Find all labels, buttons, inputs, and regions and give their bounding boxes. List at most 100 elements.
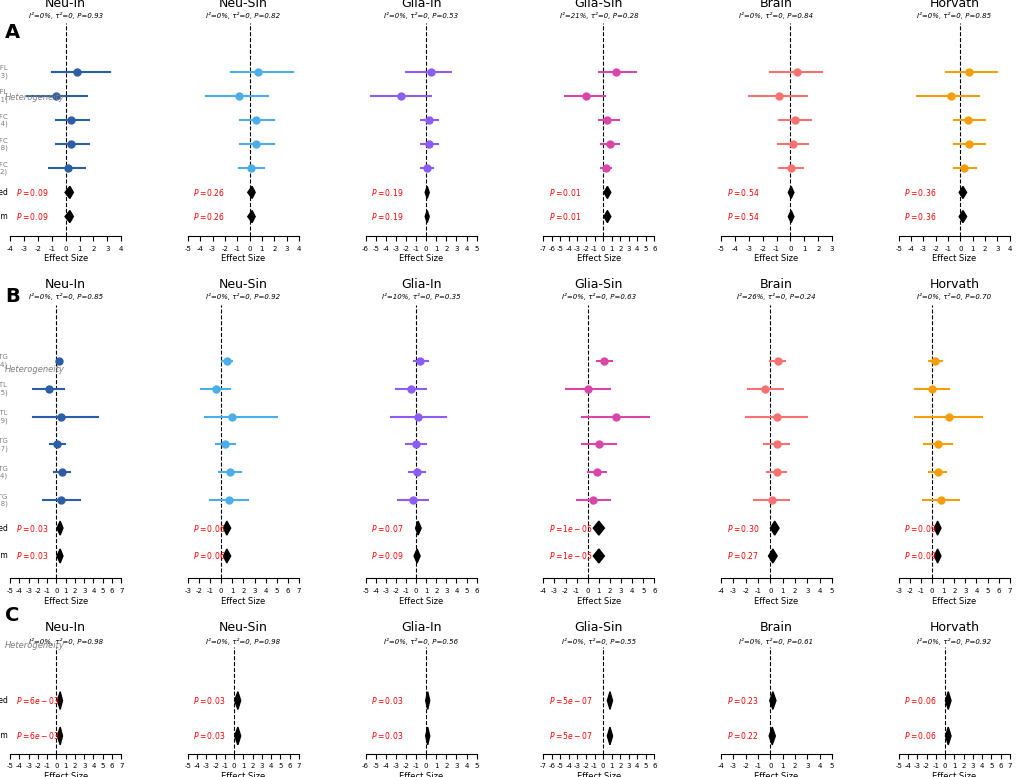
Text: $\it{P=0.06}$: $\it{P=0.06}$ bbox=[194, 523, 225, 534]
Text: Fixed: Fixed bbox=[0, 696, 8, 705]
Text: $\it{P=0.09}$: $\it{P=0.09}$ bbox=[904, 523, 935, 534]
X-axis label: Effect Size: Effect Size bbox=[931, 254, 975, 263]
Title: Neu-In: Neu-In bbox=[45, 621, 87, 634]
Text: I²=0%, τ²=0, P=0.53: I²=0%, τ²=0, P=0.53 bbox=[384, 12, 458, 19]
Polygon shape bbox=[57, 521, 63, 535]
Text: $\it{P=0.06}$: $\it{P=0.06}$ bbox=[904, 695, 935, 706]
Polygon shape bbox=[606, 692, 612, 709]
Polygon shape bbox=[223, 549, 230, 563]
Text: Horvath_FL
(n=41): Horvath_FL (n=41) bbox=[0, 89, 8, 103]
X-axis label: Effect Size: Effect Size bbox=[221, 597, 265, 606]
Polygon shape bbox=[57, 549, 63, 563]
Text: Horvath_TL
(n=29): Horvath_TL (n=29) bbox=[0, 409, 8, 423]
Text: I²=0%, τ²=0, P=0.98: I²=0%, τ²=0, P=0.98 bbox=[29, 638, 103, 645]
X-axis label: Effect Size: Effect Size bbox=[398, 597, 443, 606]
X-axis label: Effect Size: Effect Size bbox=[931, 772, 975, 777]
Polygon shape bbox=[958, 186, 966, 198]
Text: Smith_PFC
(n=142): Smith_PFC (n=142) bbox=[0, 161, 8, 176]
Text: Gasparoni_TL
(n=65): Gasparoni_TL (n=65) bbox=[0, 382, 8, 395]
X-axis label: Effect Size: Effect Size bbox=[754, 772, 798, 777]
Text: $\it{P=0.26}$: $\it{P=0.26}$ bbox=[194, 211, 225, 222]
Text: $\it{P=0.03}$: $\it{P=0.03}$ bbox=[194, 695, 225, 706]
Polygon shape bbox=[593, 521, 604, 535]
X-axis label: Effect Size: Effect Size bbox=[398, 254, 443, 263]
Polygon shape bbox=[425, 186, 429, 198]
Text: $\it{P=0.23}$: $\it{P=0.23}$ bbox=[726, 695, 758, 706]
Text: I²=0%, τ²=0, P=0.92: I²=0%, τ²=0, P=0.92 bbox=[916, 638, 990, 645]
X-axis label: Effect Size: Effect Size bbox=[221, 254, 265, 263]
Text: I²=0%, τ²=0, P=0.85: I²=0%, τ²=0, P=0.85 bbox=[29, 292, 103, 299]
Text: $\it{P=1e-05}$: $\it{P=1e-05}$ bbox=[548, 523, 592, 534]
Title: Neu-Sin: Neu-Sin bbox=[219, 621, 268, 634]
Text: $\it{P=0.54}$: $\it{P=0.54}$ bbox=[726, 211, 758, 222]
X-axis label: Effect Size: Effect Size bbox=[44, 254, 88, 263]
Polygon shape bbox=[425, 211, 429, 222]
Title: Glia-Sin: Glia-Sin bbox=[574, 0, 623, 9]
Text: $\it{P=0.09}$: $\it{P=0.09}$ bbox=[15, 187, 48, 198]
Text: Smith_STG
(n=144): Smith_STG (n=144) bbox=[0, 465, 8, 479]
Polygon shape bbox=[788, 211, 793, 222]
Text: $\it{P=0.03}$: $\it{P=0.03}$ bbox=[371, 695, 404, 706]
Polygon shape bbox=[933, 549, 940, 563]
Polygon shape bbox=[425, 692, 429, 709]
Text: I²=0%, τ²=0, P=0.70: I²=0%, τ²=0, P=0.70 bbox=[916, 292, 990, 299]
Text: I²=0%, τ²=0, P=0.98: I²=0%, τ²=0, P=0.98 bbox=[206, 638, 280, 645]
Text: $\it{P=0.01}$: $\it{P=0.01}$ bbox=[548, 211, 581, 222]
Polygon shape bbox=[415, 521, 421, 535]
Text: $\it{P=5e-07}$: $\it{P=5e-07}$ bbox=[548, 730, 592, 741]
Polygon shape bbox=[606, 727, 612, 745]
Text: A: A bbox=[5, 23, 20, 42]
Polygon shape bbox=[57, 727, 62, 745]
Title: Glia-Sin: Glia-Sin bbox=[574, 278, 623, 291]
Text: Random: Random bbox=[0, 212, 8, 221]
Text: $\it{P=0.54}$: $\it{P=0.54}$ bbox=[726, 187, 758, 198]
Polygon shape bbox=[593, 549, 604, 563]
Polygon shape bbox=[234, 692, 240, 709]
X-axis label: Effect Size: Effect Size bbox=[398, 772, 443, 777]
Text: Brokaw_MTG
(n=404): Brokaw_MTG (n=404) bbox=[0, 354, 8, 368]
Text: I²=26%, τ²=0, P=0.24: I²=26%, τ²=0, P=0.24 bbox=[737, 292, 815, 299]
Title: Glia-In: Glia-In bbox=[400, 0, 441, 9]
Text: $\it{P=0.30}$: $\it{P=0.30}$ bbox=[726, 523, 758, 534]
Text: $\it{P=0.03}$: $\it{P=0.03}$ bbox=[15, 550, 48, 562]
Polygon shape bbox=[603, 211, 610, 222]
Polygon shape bbox=[769, 521, 779, 535]
Text: $\it{P=0.03}$: $\it{P=0.03}$ bbox=[15, 523, 48, 534]
Text: Fixed: Fixed bbox=[0, 188, 8, 197]
Polygon shape bbox=[945, 727, 950, 745]
Polygon shape bbox=[65, 211, 73, 222]
Text: $\it{P=5e-07}$: $\it{P=5e-07}$ bbox=[548, 695, 592, 706]
Title: Neu-Sin: Neu-Sin bbox=[219, 278, 268, 291]
Text: I²=0%, τ²=0, P=0.92: I²=0%, τ²=0, P=0.92 bbox=[206, 292, 280, 299]
Polygon shape bbox=[234, 727, 240, 745]
Polygon shape bbox=[603, 186, 610, 198]
Text: I²=10%, τ²=0, P=0.35: I²=10%, τ²=0, P=0.35 bbox=[381, 292, 460, 299]
Text: $\it{P=0.07}$: $\it{P=0.07}$ bbox=[371, 523, 404, 534]
Text: I²=0%, τ²=0, P=0.85: I²=0%, τ²=0, P=0.85 bbox=[916, 12, 990, 19]
Polygon shape bbox=[958, 211, 966, 222]
Polygon shape bbox=[933, 521, 940, 535]
Title: Neu-In: Neu-In bbox=[45, 278, 87, 291]
Text: $\it{P=0.06}$: $\it{P=0.06}$ bbox=[904, 730, 935, 741]
Text: Heterogeneity: Heterogeneity bbox=[5, 641, 65, 650]
Text: $\it{P=6e-03}$: $\it{P=6e-03}$ bbox=[15, 695, 60, 706]
X-axis label: Effect Size: Effect Size bbox=[576, 254, 621, 263]
Polygon shape bbox=[414, 549, 420, 563]
Text: $\it{P=0.26}$: $\it{P=0.26}$ bbox=[194, 187, 225, 198]
Text: I²=0%, τ²=0, P=0.84: I²=0%, τ²=0, P=0.84 bbox=[739, 12, 813, 19]
Polygon shape bbox=[767, 549, 776, 563]
Text: Gasparoni_FL
(n=63): Gasparoni_FL (n=63) bbox=[0, 64, 8, 78]
Title: Brain: Brain bbox=[759, 621, 792, 634]
Text: $\it{P=0.36}$: $\it{P=0.36}$ bbox=[904, 187, 935, 198]
Polygon shape bbox=[57, 692, 62, 709]
Text: $\it{P=0.36}$: $\it{P=0.36}$ bbox=[904, 211, 935, 222]
Text: I²=0%, τ²=0, P=0.55: I²=0%, τ²=0, P=0.55 bbox=[561, 638, 635, 645]
Polygon shape bbox=[425, 727, 429, 745]
Text: Heterogeneity: Heterogeneity bbox=[5, 93, 65, 103]
Title: Glia-Sin: Glia-Sin bbox=[574, 621, 623, 634]
Text: Semick_PFC
(n=68): Semick_PFC (n=68) bbox=[0, 137, 8, 152]
Polygon shape bbox=[248, 211, 255, 222]
Title: Neu-Sin: Neu-Sin bbox=[219, 0, 268, 9]
Text: Random: Random bbox=[0, 731, 8, 740]
Text: I²=0%, τ²=0, P=0.82: I²=0%, τ²=0, P=0.82 bbox=[206, 12, 280, 19]
